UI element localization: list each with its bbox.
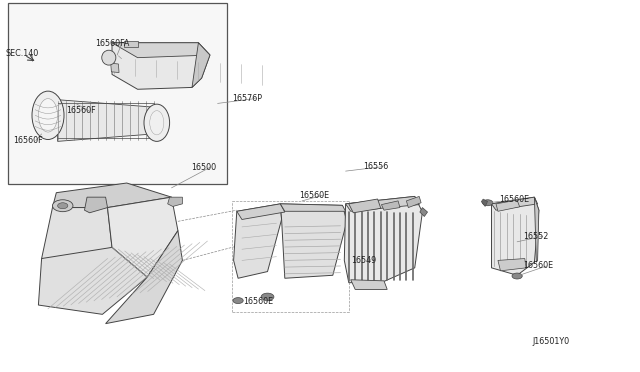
Circle shape <box>483 200 493 206</box>
Ellipse shape <box>38 99 58 132</box>
Polygon shape <box>344 196 422 283</box>
Circle shape <box>233 298 243 304</box>
Circle shape <box>58 203 68 209</box>
Polygon shape <box>38 247 147 314</box>
Polygon shape <box>192 43 210 87</box>
Polygon shape <box>124 41 138 46</box>
Polygon shape <box>349 199 381 213</box>
Ellipse shape <box>144 104 170 141</box>
Polygon shape <box>280 204 346 211</box>
Text: 16560E: 16560E <box>300 191 330 200</box>
Polygon shape <box>52 183 172 208</box>
Ellipse shape <box>150 111 164 135</box>
Circle shape <box>512 273 522 279</box>
Polygon shape <box>346 196 419 211</box>
Text: 16549: 16549 <box>351 256 376 265</box>
Text: 16560E: 16560E <box>499 195 529 203</box>
Polygon shape <box>492 197 539 275</box>
Text: 16500: 16500 <box>191 163 216 172</box>
Polygon shape <box>58 100 154 141</box>
Polygon shape <box>111 63 119 73</box>
Polygon shape <box>280 204 347 278</box>
Polygon shape <box>234 204 282 278</box>
Polygon shape <box>481 199 488 206</box>
Polygon shape <box>112 43 210 58</box>
Polygon shape <box>492 197 538 210</box>
Ellipse shape <box>102 50 116 65</box>
Polygon shape <box>406 196 421 208</box>
Polygon shape <box>108 197 178 277</box>
Text: 16576P: 16576P <box>232 94 262 103</box>
Text: 16560E: 16560E <box>243 297 273 306</box>
Text: 16560FA: 16560FA <box>95 39 129 48</box>
Circle shape <box>52 200 73 212</box>
Polygon shape <box>168 197 182 206</box>
Text: 16560F: 16560F <box>13 136 42 145</box>
Polygon shape <box>42 208 112 272</box>
Text: 16560E: 16560E <box>524 262 554 270</box>
Text: J16501Y0: J16501Y0 <box>532 337 570 346</box>
Ellipse shape <box>32 91 64 140</box>
Polygon shape <box>112 43 210 89</box>
Text: 16560F: 16560F <box>66 106 95 115</box>
Polygon shape <box>381 201 400 210</box>
Text: 16556: 16556 <box>364 162 388 171</box>
Polygon shape <box>498 259 526 271</box>
Circle shape <box>261 293 274 301</box>
Polygon shape <box>534 197 539 262</box>
Text: 16552: 16552 <box>524 232 549 241</box>
Polygon shape <box>106 231 182 324</box>
Polygon shape <box>351 280 387 289</box>
Bar <box>8 3 227 184</box>
Polygon shape <box>496 200 520 211</box>
Polygon shape <box>420 208 428 217</box>
Polygon shape <box>84 197 108 213</box>
Polygon shape <box>237 204 285 219</box>
Text: SEC.140: SEC.140 <box>5 49 38 58</box>
